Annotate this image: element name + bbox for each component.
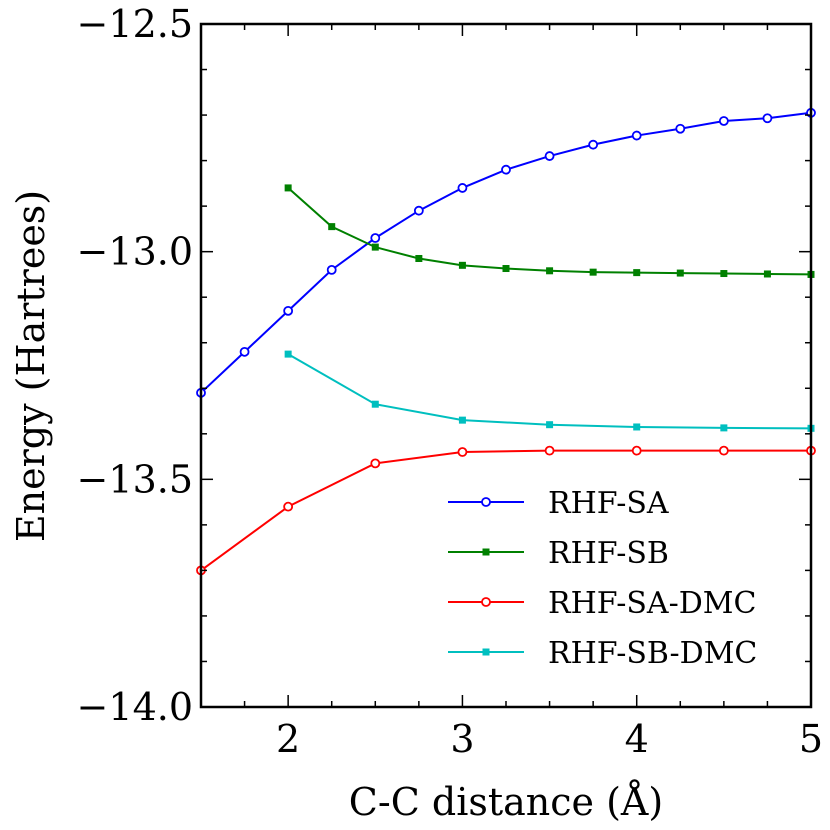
data-point-rhf-sa <box>501 164 511 175</box>
legend-marker-rhf-sb <box>482 548 490 556</box>
data-point-rhf-sa <box>588 139 599 150</box>
data-point-rhf-sb <box>502 265 510 273</box>
plot-frame <box>199 22 813 709</box>
series-line-rhf-sa <box>200 111 812 394</box>
data-point-rhf-sb-dmc <box>371 400 379 408</box>
data-point-rhf-sa <box>283 305 294 316</box>
data-point-rhf-sa-dmc <box>631 445 642 456</box>
data-point-rhf-sb <box>546 267 554 275</box>
data-point-rhf-sa <box>457 183 468 193</box>
data-point-rhf-sa-dmc <box>718 445 729 456</box>
series-line-rhf-sa-dmc <box>200 449 811 572</box>
legend: RHF-SA RHF-SB RHF-SA-DMC RHF-SB-DMC <box>448 486 757 671</box>
tick-layer: 2 3 4 5 −14.0 −13.5 −13.0 −12.5 <box>77 2 824 761</box>
data-point-rhf-sb <box>458 261 466 269</box>
y-tick-label: −12.5 <box>77 2 193 46</box>
legend-marker-rhf-sb-dmc <box>482 648 490 656</box>
data-point-rhf-sb <box>676 269 684 277</box>
series-line-rhf-sb-dmc <box>287 353 812 430</box>
legend-label-rhf-sa: RHF-SA <box>548 486 669 521</box>
data-point-rhf-sa <box>675 123 686 134</box>
data-point-rhf-sa-dmc <box>457 447 468 457</box>
data-point-rhf-sa <box>370 233 381 243</box>
y-tick-label: −13.0 <box>77 230 193 274</box>
x-axis-label: C-C distance (Å) <box>349 780 663 824</box>
data-point-rhf-sb-dmc <box>284 350 292 358</box>
legend-marker-rhf-sa-dmc <box>481 597 491 607</box>
data-point-rhf-sa <box>718 116 729 126</box>
y-tick-label: −14.0 <box>77 685 193 729</box>
legend-marker-rhf-sa <box>481 497 491 507</box>
data-point-rhf-sa <box>631 130 642 141</box>
data-point-rhf-sb <box>633 269 641 277</box>
data-point-rhf-sa <box>326 264 337 275</box>
data-point-rhf-sb <box>415 254 423 262</box>
legend-label-rhf-sa-dmc: RHF-SA-DMC <box>548 586 756 621</box>
series-line-rhf-sb <box>287 187 812 276</box>
data-point-rhf-sa <box>762 113 773 124</box>
data-point-rhf-sb-dmc <box>720 424 728 432</box>
x-tick-label: 3 <box>450 717 474 761</box>
data-point-rhf-sb <box>284 184 292 192</box>
x-tick-label: 2 <box>276 717 300 761</box>
data-point-rhf-sb <box>763 270 771 278</box>
x-tick-label: 4 <box>625 717 649 761</box>
y-tick-label: −13.5 <box>77 457 193 501</box>
data-point-rhf-sb <box>371 243 379 251</box>
data-point-rhf-sb-dmc <box>546 421 554 429</box>
plot-layer <box>196 107 816 576</box>
legend-label-rhf-sb: RHF-SB <box>548 536 669 571</box>
data-point-rhf-sb-dmc <box>633 423 641 431</box>
data-point-rhf-sa <box>544 151 555 161</box>
x-tick-label: 5 <box>799 717 823 761</box>
data-point-rhf-sa-dmc <box>283 501 294 512</box>
legend-label-rhf-sb-dmc: RHF-SB-DMC <box>548 636 757 671</box>
data-point-rhf-sb-dmc <box>458 416 466 424</box>
data-point-rhf-sa-dmc <box>544 445 555 456</box>
data-point-rhf-sa-dmc <box>370 458 381 469</box>
y-axis-label: Energy (Hartrees) <box>9 190 53 542</box>
data-point-rhf-sa <box>413 205 424 216</box>
data-point-rhf-sb <box>720 270 728 278</box>
data-point-rhf-sa <box>239 346 250 357</box>
data-point-rhf-sb <box>589 268 597 276</box>
data-point-rhf-sb <box>328 223 336 231</box>
